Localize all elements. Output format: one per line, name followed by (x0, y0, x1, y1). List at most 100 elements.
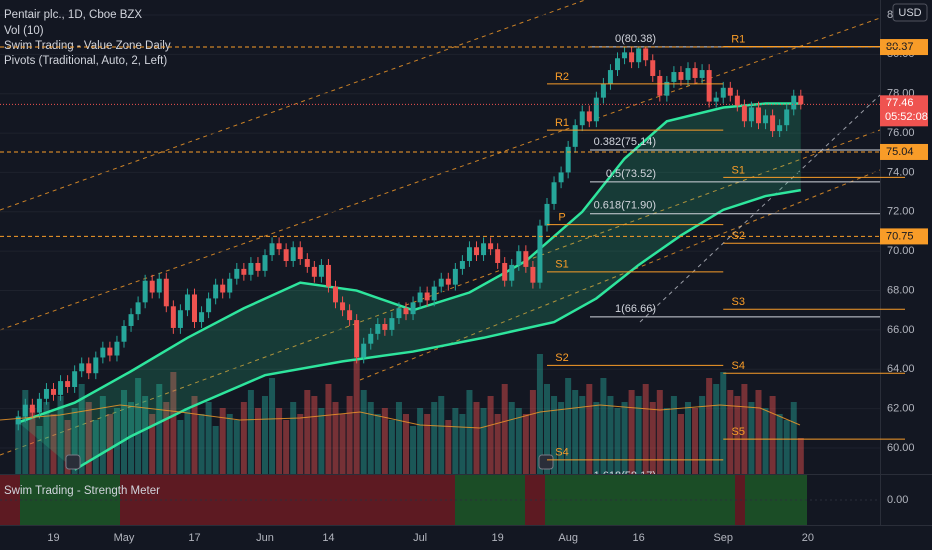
volume-bar (403, 414, 409, 474)
candle-body (36, 398, 42, 413)
candle-body (227, 278, 233, 293)
candle-body (177, 310, 183, 328)
volume-bar (621, 402, 628, 474)
volume-bar (741, 384, 748, 474)
volume-bar (417, 408, 424, 474)
volume-bar (78, 384, 85, 474)
volume-bar (15, 420, 22, 474)
volume-bar (600, 378, 607, 474)
candle-body (537, 225, 543, 283)
volume-bar (452, 408, 459, 474)
volume-bar (579, 396, 586, 474)
candle-body (403, 308, 409, 315)
price-tag (880, 228, 928, 245)
candle-body (93, 357, 99, 374)
volume-bar (572, 390, 579, 474)
candle-body (777, 125, 783, 132)
main-pane: 0(80.38) 0.382(75.14) 0.5(73.52) 0.618(71.9… (0, 14, 880, 474)
volume-bar (685, 402, 691, 474)
candle-body (544, 203, 550, 226)
candle-body (304, 259, 310, 267)
candle-body (565, 146, 571, 173)
volume-bar (205, 402, 212, 474)
candle-body (142, 280, 148, 303)
pivot-label: S2 (555, 352, 568, 364)
x-tick-label: 17 (188, 532, 200, 544)
volume-bar (149, 414, 156, 474)
x-tick-label: 20 (802, 532, 814, 544)
volume-bar (607, 396, 614, 474)
candle-body (615, 58, 620, 71)
volume-bar (628, 390, 635, 474)
volume-bar (536, 354, 543, 474)
candle-body (770, 115, 776, 132)
volume-bar (445, 420, 452, 474)
candle-body (586, 111, 592, 122)
pivot-label: S4 (555, 447, 568, 459)
volume-bar (135, 378, 142, 474)
y-tick-label: 72.00 (887, 206, 915, 218)
candle-body (86, 363, 92, 374)
candle-body (445, 278, 451, 285)
candle-body (727, 87, 733, 96)
candle-body (354, 320, 360, 358)
candle-body (678, 72, 684, 80)
candle-body (396, 308, 402, 319)
candle-body (184, 294, 190, 311)
last-price-tag (880, 95, 928, 127)
candle-body (523, 251, 529, 267)
volume-bar (529, 390, 536, 474)
earnings-icon (65, 454, 81, 470)
pivot-label: R2 (555, 71, 569, 83)
candle-body (502, 262, 508, 281)
indicator-label: Swim Trading - Value Zone Daily (4, 40, 171, 52)
earnings-icon (538, 454, 554, 470)
volume-bar (438, 396, 445, 474)
volume-bar (240, 402, 247, 474)
candle-body (791, 95, 797, 110)
candle-body (664, 81, 670, 96)
volume-bar (353, 360, 360, 474)
candle-body (607, 70, 613, 84)
volume-bar (177, 420, 184, 474)
candle-body (347, 310, 353, 321)
candle-body (438, 278, 444, 287)
volume-bar (720, 372, 727, 474)
x-tick-label: May (114, 532, 135, 544)
volume-bar (262, 396, 268, 474)
volume-bar (113, 408, 120, 474)
price-tag (880, 39, 928, 56)
candle-body (192, 294, 197, 323)
candle-body (748, 107, 754, 122)
candle-body (495, 249, 501, 263)
candle-body (509, 264, 515, 281)
candle-body (333, 286, 338, 303)
volume-bar (748, 402, 755, 474)
volume-bar (769, 396, 776, 474)
candle-body (699, 70, 705, 78)
candle-body (51, 388, 56, 395)
volume-bar (332, 402, 339, 474)
price-tag-label: 75.04 (886, 146, 914, 158)
candle-body (114, 341, 120, 356)
candle-body (340, 302, 346, 311)
volume-bar (269, 378, 276, 474)
volume-bar (635, 396, 642, 474)
y-tick-label: 74.00 (887, 166, 915, 178)
volume-bar (156, 384, 163, 474)
volume-bar (304, 390, 311, 474)
volume-bar (706, 378, 713, 474)
channel-line (0, 17, 880, 331)
candle-body (622, 52, 628, 59)
candle-body (121, 325, 127, 342)
indicator-label: Pivots (Traditional, Auto, 2, Left) (4, 55, 167, 67)
symbol-title: Pentair plc., 1D, Cboe BZX (4, 9, 142, 21)
candle-body (784, 109, 790, 126)
pivot-label: S5 (732, 426, 745, 438)
candle-body (720, 87, 726, 98)
candle-body (741, 105, 747, 122)
volume-bar (71, 408, 78, 474)
candle-body (297, 247, 303, 260)
volume-bar (297, 414, 304, 474)
volume-bar (480, 408, 487, 474)
